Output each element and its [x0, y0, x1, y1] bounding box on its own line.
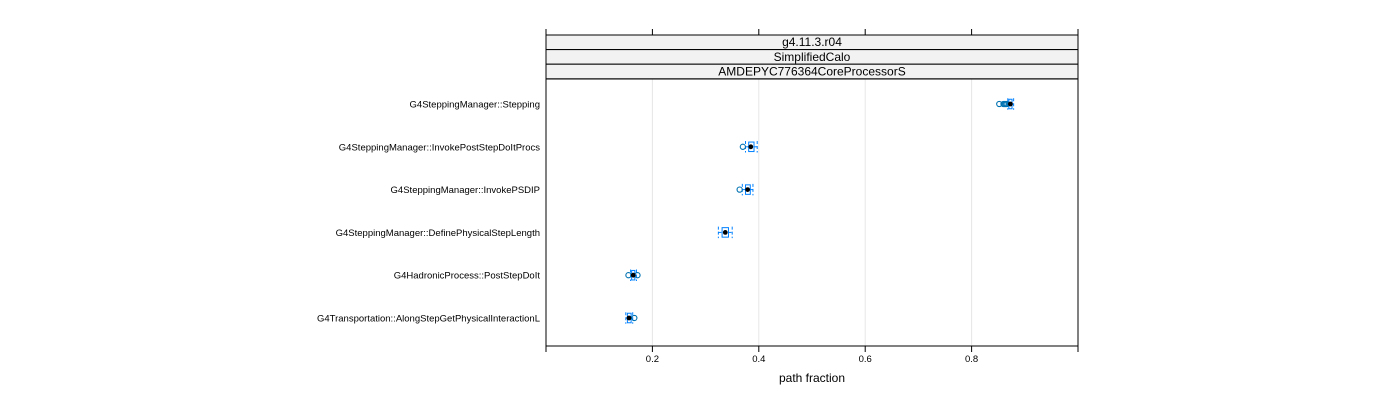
x-tick-label: 0.2: [646, 354, 659, 365]
category-label: G4SteppingManager::DefinePhysicalStepLen…: [336, 228, 540, 239]
grid-lines: [651, 79, 973, 346]
x-tick-label: 0.6: [859, 354, 872, 365]
x-tick-label: 0.4: [752, 354, 765, 365]
category-label: G4SteppingManager::InvokePostStepDoItPro…: [339, 142, 540, 153]
box-group: [625, 269, 641, 281]
x-axis-title: path fraction: [779, 371, 845, 385]
category-labels: G4SteppingManager::SteppingG4SteppingMan…: [317, 100, 540, 325]
median-point: [626, 315, 632, 321]
median-point: [722, 230, 728, 235]
x-axis: 0.2 0.4 0.6 0.8: [545, 29, 1079, 365]
box-group: [717, 226, 733, 239]
panel-strip-label: SimplifiedCalo: [774, 50, 851, 64]
x-tick-label: 0.8: [965, 354, 978, 365]
panel-strip-label: g4.11.3.r04: [782, 35, 842, 49]
panel-strips: g4.11.3.r04SimplifiedCaloAMDEPYC776364Co…: [545, 34, 1079, 80]
panel-border: [545, 78, 1079, 347]
median-point: [630, 272, 636, 278]
box-group: [996, 98, 1015, 110]
category-label: G4Transportation::AlongStepGetPhysicalIn…: [317, 314, 540, 325]
median-point: [748, 144, 754, 150]
median-point: [745, 187, 751, 193]
outlier-point: [736, 186, 743, 193]
median-point: [1008, 101, 1013, 107]
box-rect: [721, 227, 729, 238]
box-group: [739, 141, 758, 153]
outlier-point: [739, 143, 746, 150]
category-label: G4HadronicProcess::PostStepDoIt: [394, 271, 541, 282]
box-group: [736, 183, 754, 196]
box-marks: [625, 98, 1015, 324]
category-label: G4SteppingManager::InvokePSDIP: [391, 185, 540, 196]
category-label: G4SteppingManager::Stepping: [410, 100, 540, 111]
panel-strip-label: AMDEPYC776364CoreProcessorS: [718, 64, 905, 78]
box-group: [625, 312, 638, 324]
outlier-point: [631, 314, 638, 322]
